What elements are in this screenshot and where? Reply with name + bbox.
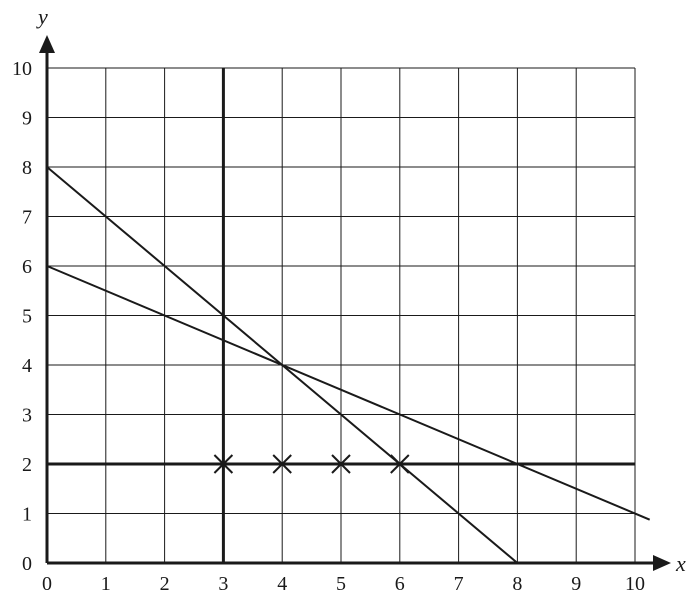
y-tick-label: 2: [22, 454, 32, 476]
x-tick-label: 3: [218, 573, 228, 595]
tick-labels: 0 1 2 3 4 5 6 7 8 9 10 0 1 2 3 4 5 6 7 8 9 10: [12, 58, 645, 595]
x-tick-label: 9: [571, 573, 581, 595]
y-tick-label: 8: [22, 157, 32, 179]
cross-marker-1: [213, 454, 234, 474]
grid: [47, 67, 636, 563]
x-tick-label: 4: [277, 573, 287, 595]
x-tick-label: 7: [454, 573, 464, 595]
y-tick-label: 1: [22, 504, 32, 526]
y-tick-label: 5: [22, 306, 32, 328]
y-tick-label: 7: [22, 207, 32, 229]
y-tick-label: 0: [22, 553, 32, 575]
cross-marker-3: [331, 454, 351, 474]
y-axis-arrow: [39, 35, 55, 53]
axes: [39, 35, 671, 571]
y-tick-label: 3: [22, 405, 32, 427]
x-tick-label: 6: [395, 573, 405, 595]
y-tick-label: 6: [22, 256, 32, 278]
y-tick-label: 9: [22, 108, 32, 130]
series-line-4: [46, 265, 651, 521]
y-axis-label: y: [36, 4, 48, 29]
x-tick-label: 2: [160, 573, 170, 595]
cross-marker-4: [390, 454, 410, 474]
x-tick-label: 1: [101, 573, 111, 595]
x-tick-label: 10: [625, 573, 645, 595]
y-tick-label: 4: [22, 355, 32, 377]
cross-marker-2: [272, 454, 292, 474]
x-tick-label: 0: [42, 573, 52, 595]
points-group: [213, 454, 410, 474]
x-tick-label: 8: [512, 573, 522, 595]
x-axis-arrow: [653, 555, 671, 571]
y-tick-label: 10: [12, 58, 32, 80]
x-axis-label: x: [675, 551, 686, 576]
x-tick-label: 5: [336, 573, 346, 595]
